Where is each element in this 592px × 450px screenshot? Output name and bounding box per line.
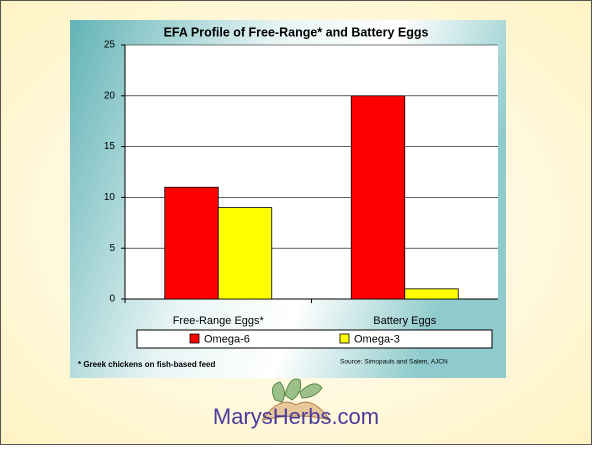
bar — [351, 96, 405, 299]
y-tick-label: 25 — [104, 40, 116, 51]
x-tick-label: Battery Eggs — [373, 315, 436, 327]
bar — [405, 289, 459, 299]
y-tick-label: 0 — [109, 294, 115, 305]
y-tick-label: 15 — [104, 141, 116, 152]
legend-swatch — [190, 334, 199, 343]
slide: EFA Profile of Free-Range* and Battery E… — [0, 0, 592, 445]
legend-label: Omega-6 — [204, 333, 250, 345]
y-tick-label: 5 — [109, 243, 115, 254]
chart-title: EFA Profile of Free-Range* and Battery E… — [164, 25, 429, 39]
brand: MarysHerbs.com — [213, 404, 379, 429]
x-tick-label: Free-Range Eggs* — [173, 315, 265, 327]
legend-swatch — [340, 334, 349, 343]
source-note: Source: Simopauls and Salem, AJCN — [340, 359, 448, 366]
bar — [165, 187, 219, 299]
y-tick-label: 10 — [104, 192, 116, 203]
footnote: * Greek chickens on fish-based feed — [78, 360, 215, 369]
legend-label: Omega-3 — [354, 333, 400, 345]
bar — [218, 208, 272, 299]
y-tick-label: 20 — [104, 90, 116, 101]
